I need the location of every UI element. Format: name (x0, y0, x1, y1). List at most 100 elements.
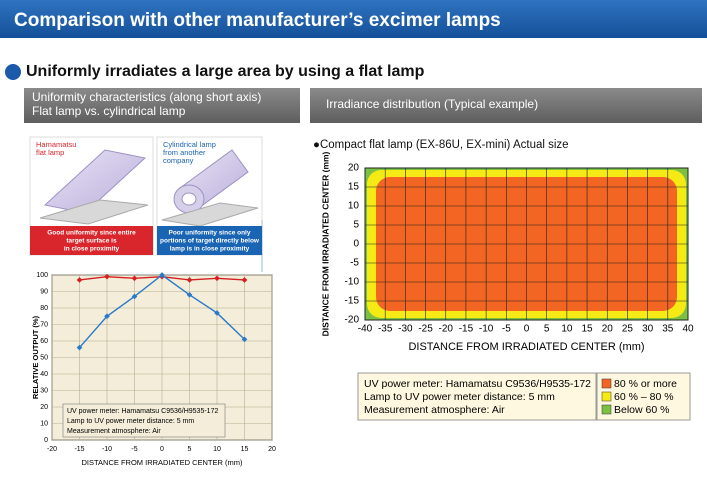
data-point (214, 310, 220, 316)
map-note: UV power meter: Hamamatsu C9536/H9535-17… (364, 378, 591, 390)
card-title: from another (163, 148, 206, 157)
x-tick-label: 35 (662, 324, 674, 335)
x-tick-label: 40 (682, 324, 694, 335)
bullet (5, 64, 21, 80)
y-tick-label: 0 (44, 437, 48, 444)
target-plate (161, 202, 259, 227)
y-tick-label: 20 (348, 163, 360, 174)
x-tick-label: -10 (102, 446, 112, 453)
card-caption: in close proximity (64, 246, 120, 253)
x-tick-label: -35 (378, 324, 393, 335)
card-caption: lamp is in close proximity (170, 246, 250, 253)
plot-frame (364, 167, 689, 321)
card-caption: portions of target directly below (160, 238, 260, 245)
card-caption: Good uniformity since entire (47, 230, 136, 237)
card-title: Cylindrical lamp (163, 140, 216, 149)
y-tick-label: -15 (345, 296, 360, 307)
legend-swatch (601, 404, 612, 415)
data-point (214, 275, 220, 282)
legend-box (596, 372, 691, 421)
y-tick-label: 70 (40, 321, 48, 328)
notes-box (62, 403, 226, 438)
y-tick-label: 90 (40, 288, 48, 295)
legend-label: 80 % or more (614, 378, 677, 390)
legend-swatch (601, 391, 612, 402)
left-heading-box (24, 88, 300, 123)
card-title: Hamamatsu (36, 140, 76, 149)
y-tick-label: 80 (40, 305, 48, 312)
y-axis-label: DISTANCE FROM IRRADIATED CENTER (mm) (320, 151, 330, 336)
chart-note: Measurement atmosphere: Air (67, 428, 161, 435)
y-tick-label: 10 (348, 201, 360, 212)
x-tick-label: -25 (418, 324, 433, 335)
y-tick-label: 50 (40, 354, 48, 361)
x-tick-label: -5 (131, 446, 137, 453)
x-tick-label: -30 (398, 324, 413, 335)
x-tick-label: 20 (602, 324, 614, 335)
x-tick-label: 30 (642, 324, 654, 335)
x-tick-label: -20 (439, 324, 454, 335)
y-tick-label: 40 (40, 371, 48, 378)
x-tick-label: 5 (188, 446, 192, 453)
y-tick-label: 60 (40, 338, 48, 345)
x-tick-label: -15 (74, 446, 84, 453)
chart-note: UV power meter: Hamamatsu C9536/H9535-17… (67, 408, 218, 415)
legend-swatch (601, 378, 612, 389)
y-tick-label: -20 (345, 315, 360, 326)
card-caption: Poor uniformity since only (169, 230, 251, 237)
y-axis-label: RELATIVE OUTPUT (%) (31, 315, 40, 399)
x-tick-label: 0 (160, 446, 164, 453)
data-point (159, 272, 165, 278)
data-point (104, 313, 110, 320)
x-axis-label: DISTANCE FROM IRRADIATED CENTER (mm) (408, 341, 644, 353)
x-tick-label: 0 (524, 324, 530, 335)
chart-note: Lamp to UV power meter distance: 5 mm (67, 418, 194, 425)
data-point (131, 293, 138, 300)
target-plate (39, 199, 149, 225)
data-point (186, 277, 193, 283)
legend-label: Below 60 % (614, 404, 669, 416)
y-tick-label: -10 (345, 277, 360, 288)
y-tick-label: 30 (40, 387, 48, 394)
map-note: Measurement atmosphere: Air (364, 404, 505, 416)
x-tick-label: -15 (459, 324, 474, 335)
y-tick-label: 15 (348, 182, 360, 193)
subtitle: Uniformly irradiates a large area by usi… (26, 63, 425, 80)
x-tick-label: 5 (544, 324, 550, 335)
x-tick-label: -10 (479, 324, 494, 335)
left-heading: Flat lamp vs. cylindrical lamp (32, 104, 186, 118)
y-tick-label: 10 (40, 420, 48, 427)
x-axis-label: DISTANCE FROM IRRADIATED CENTER (mm) (82, 458, 243, 467)
x-tick-label: 10 (213, 446, 221, 453)
y-tick-label: -5 (350, 258, 359, 269)
y-tick-label: 5 (353, 220, 359, 231)
left-heading: Uniformity characteristics (along short … (32, 90, 261, 104)
card-caption-box (157, 226, 262, 255)
map-note: Lamp to UV power meter distance: 5 mm (364, 391, 555, 403)
x-tick-label: 15 (241, 446, 249, 453)
header-title: Comparison with other manufacturer’s exc… (14, 10, 501, 31)
cylinder-hole (181, 192, 197, 206)
card-title: flat lamp (36, 148, 64, 157)
right-heading: Irradiance distribution (Typical example… (326, 97, 538, 111)
y-tick-label: 20 (40, 404, 48, 411)
y-tick-label: 0 (353, 239, 359, 250)
x-tick-label: 20 (268, 446, 276, 453)
data-point (76, 344, 83, 351)
card-caption-box (30, 226, 153, 255)
x-tick-label: -5 (502, 324, 511, 335)
y-tick-label: 100 (36, 272, 48, 279)
legend-label: 60 % – 80 % (614, 391, 674, 403)
map-caption: ●Compact flat lamp (EX-86U, EX-mini) Act… (313, 139, 569, 151)
card-caption: target surface is (66, 238, 117, 245)
notes-box (357, 372, 597, 421)
card-title: company (163, 156, 194, 165)
data-point (76, 277, 83, 283)
x-tick-label: -40 (358, 324, 373, 335)
x-tick-label: 25 (622, 324, 634, 335)
data-point (186, 291, 193, 298)
x-tick-label: -20 (47, 446, 57, 453)
data-point (241, 336, 248, 343)
